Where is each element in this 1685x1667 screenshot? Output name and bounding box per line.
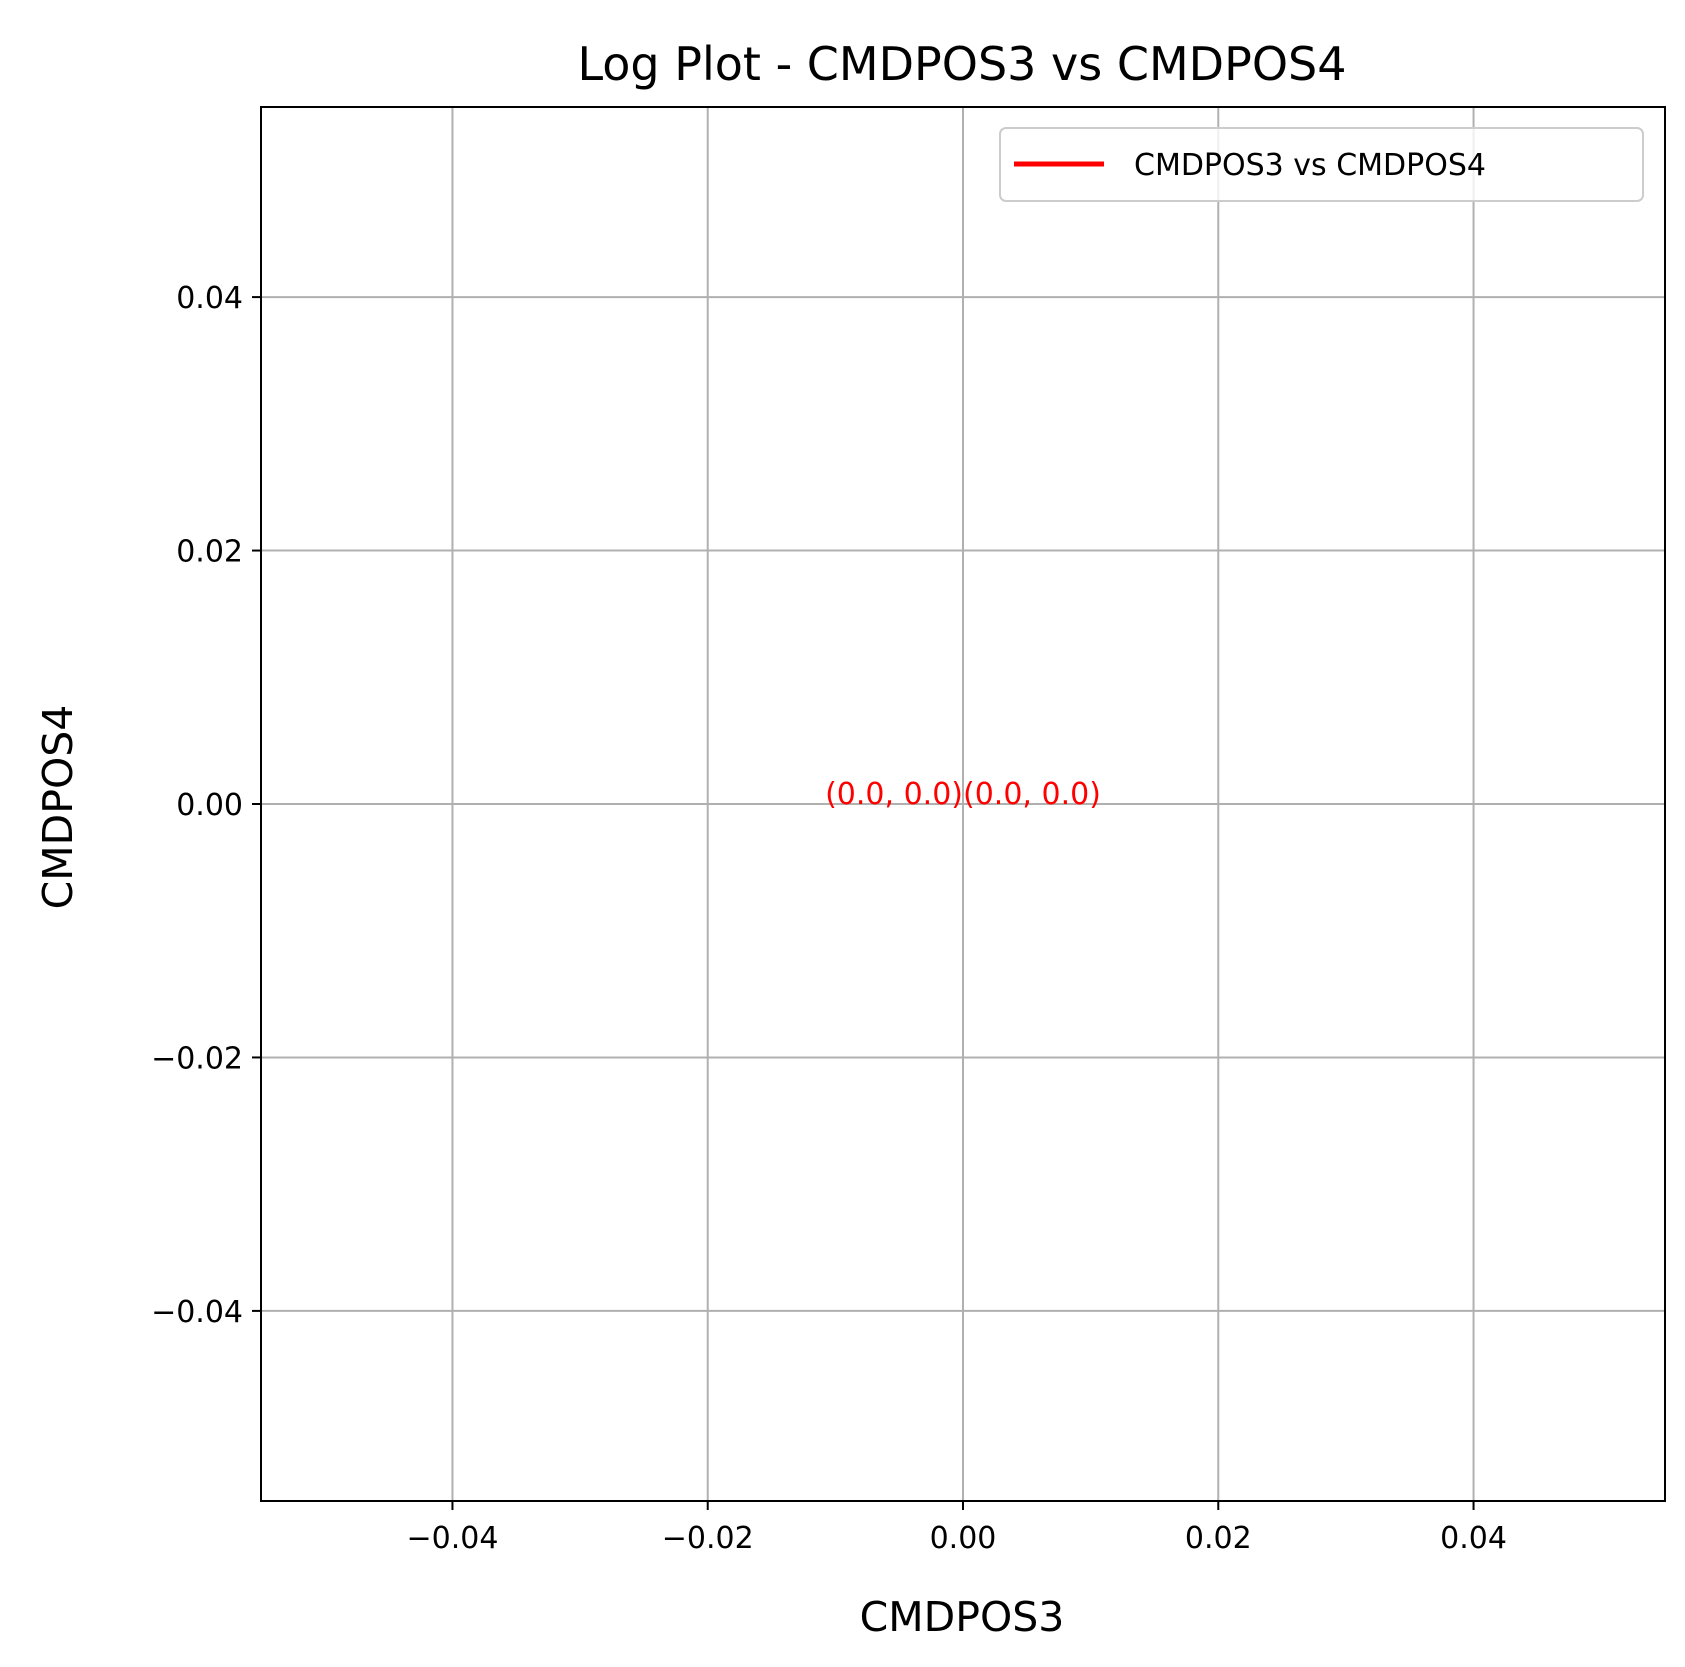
- annotation-layer: (0.0, 0.0) (0.0, 0.0): [825, 777, 1101, 812]
- y-tick-label: −0.02: [151, 1041, 243, 1076]
- legend-box: [999, 127, 1644, 202]
- legend-entry-label: CMDPOS3 vs CMDPOS4: [1134, 148, 1486, 183]
- x-tick-label: 0.04: [1440, 1521, 1507, 1556]
- y-axis-label: CMDPOS4: [34, 705, 82, 910]
- x-axis-label: CMDPOS3: [860, 1593, 1065, 1641]
- y-tick-label: 0.00: [176, 788, 243, 823]
- y-tick-label: −0.04: [151, 1295, 243, 1330]
- data-point-annotation: (0.0, 0.0): [963, 777, 1101, 812]
- tick-layer: −0.04 −0.02 0.00 0.02 0.04 −0.04 −0.02 0.00 0.02…: [151, 281, 1507, 1556]
- grid: [261, 107, 1665, 1501]
- x-tick-label: 0.02: [1185, 1521, 1252, 1556]
- x-tick-label: 0.00: [930, 1521, 997, 1556]
- x-tick-label: −0.02: [662, 1521, 754, 1556]
- legend: CMDPOS3 vs CMDPOS4: [999, 127, 1644, 202]
- y-tick-label: 0.02: [176, 535, 243, 570]
- x-tick-label: −0.04: [406, 1521, 498, 1556]
- data-point-annotation: (0.0, 0.0): [825, 777, 963, 812]
- y-tick-label: 0.04: [176, 281, 243, 316]
- chart-title: Log Plot - CMDPOS3 vs CMDPOS4: [577, 37, 1346, 91]
